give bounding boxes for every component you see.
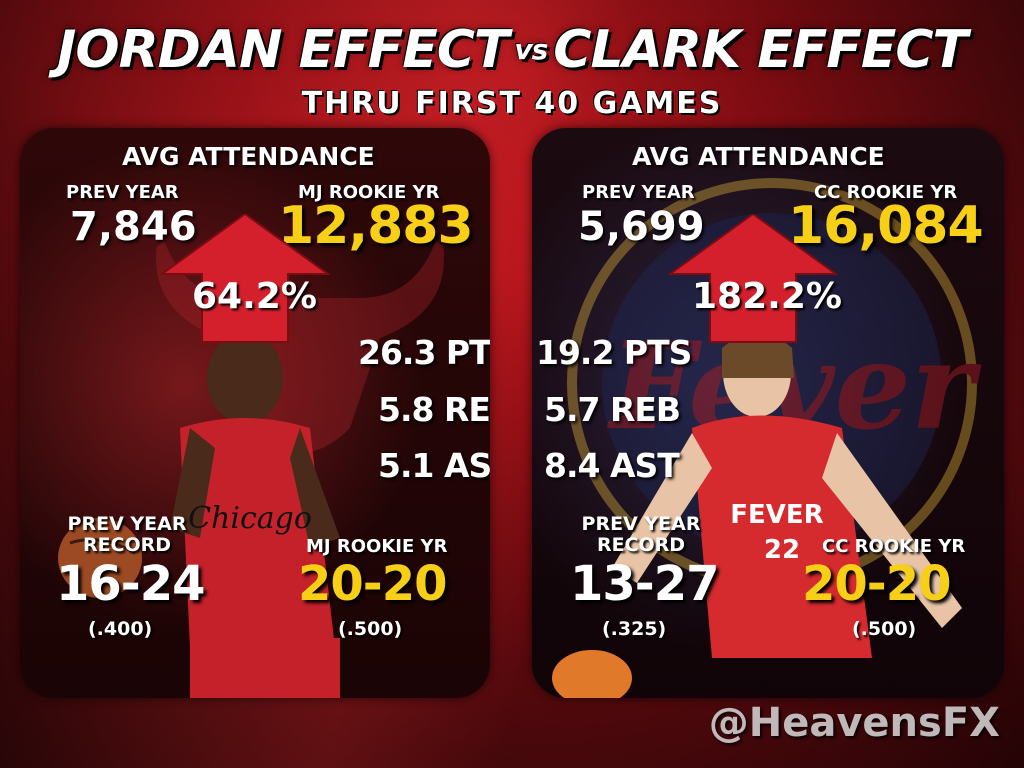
clark-stat-pts: 19.2 PTS — [536, 333, 692, 372]
clark-rookie-record-label: CC ROOKIE YR — [822, 536, 966, 557]
jordan-increase-percent: 64.2% — [192, 276, 317, 317]
jordan-rookie-value: 12,883 — [278, 196, 474, 256]
jordan-prev-record: 16-24 — [56, 556, 206, 612]
jordan-rookie-record: 20-20 — [298, 556, 448, 612]
jordan-prev-pct: (.400) — [88, 618, 153, 640]
page-title: JORDAN EFFECT vs CLARK EFFECT — [0, 20, 1024, 80]
jersey-text-right: FEVER — [730, 500, 823, 530]
clark-prev-record-label: PREV YEAR RECORD — [581, 513, 701, 556]
jordan-up-arrow-icon — [160, 214, 330, 343]
jordan-rookie-record-label: MJ ROOKIE YR — [306, 536, 448, 557]
title-vs: vs — [514, 33, 548, 66]
clark-stat-ast: 8.4 AST — [544, 446, 680, 485]
jersey-text-left: Chicago — [188, 501, 312, 536]
jordan-stat-reb: 5.8 REB — [378, 390, 490, 429]
clark-heading: AVG ATTENDANCE — [632, 142, 885, 171]
clark-rookie-pct: (.500) — [852, 618, 917, 640]
title-left: JORDAN EFFECT — [57, 20, 509, 80]
clark-prev-record: 13-27 — [570, 556, 720, 612]
clark-prev-year-value: 5,699 — [578, 204, 705, 250]
title-right: CLARK EFFECT — [553, 20, 968, 80]
jordan-rookie-pct: (.500) — [338, 618, 403, 640]
page-subtitle: THRU FIRST 40 GAMES — [301, 86, 723, 121]
jordan-player-image: Chicago — [58, 332, 340, 698]
jordan-stat-pts: 26.3 PTS — [358, 333, 490, 372]
watermark: @HeavensFX — [708, 700, 1000, 746]
jordan-prev-year-label: PREV YEAR — [66, 182, 179, 203]
clark-panel: Fever FEVER 22 AVG ATTENDANCE PREV YEAR … — [532, 128, 1004, 698]
jordan-panel: Chicago AVG ATTENDANCE PREV YEAR 7,846 M… — [20, 128, 490, 698]
jordan-heading: AVG ATTENDANCE — [122, 142, 375, 171]
jordan-prev-record-label: PREV YEAR RECORD — [67, 513, 187, 556]
bulls-logo-icon — [156, 228, 444, 453]
clark-up-arrow-icon — [668, 214, 838, 343]
clark-rookie-record: 20-20 — [802, 556, 952, 612]
clark-rookie-value: 16,084 — [788, 196, 984, 256]
clark-increase-percent: 182.2% — [692, 276, 842, 317]
clark-prev-year-label: PREV YEAR — [582, 182, 695, 203]
clark-player-image: FEVER 22 — [552, 329, 962, 698]
jersey-number-right: 22 — [764, 535, 800, 565]
jordan-prev-year-value: 7,846 — [70, 204, 197, 250]
jordan-rookie-label: MJ ROOKIE YR — [298, 182, 440, 203]
clark-rookie-label: CC ROOKIE YR — [814, 182, 958, 203]
jordan-stat-ast: 5.1 AST — [378, 446, 490, 485]
clark-prev-pct: (.325) — [602, 618, 667, 640]
clark-stat-reb: 5.7 REB — [544, 390, 681, 429]
